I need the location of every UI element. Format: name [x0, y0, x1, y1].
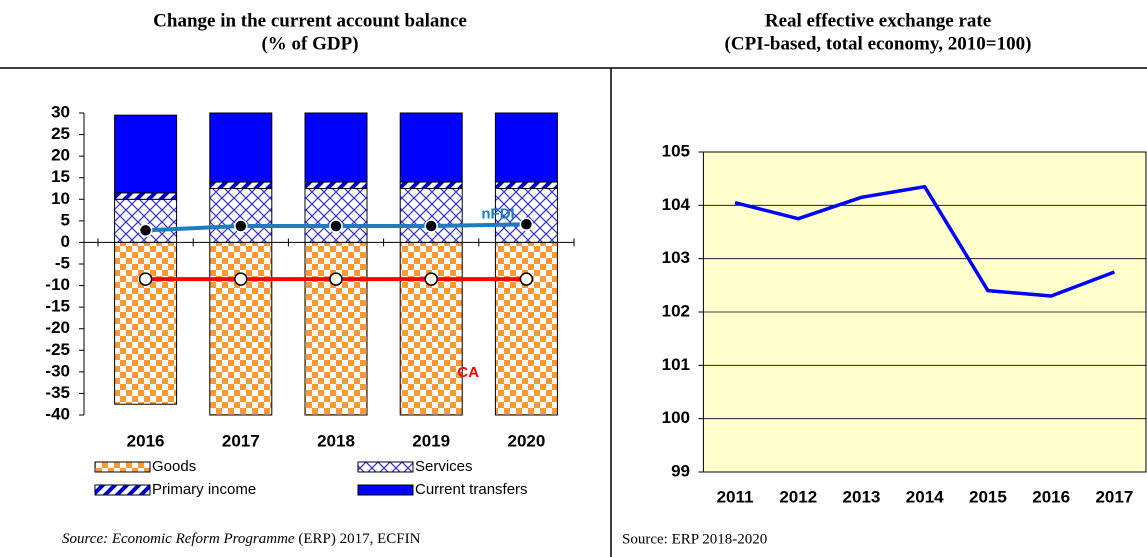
- source: Source: Economic Reform Programme (ERP) …: [62, 531, 421, 547]
- legend-swatch: [357, 461, 414, 473]
- y-tick-label: 105: [662, 141, 690, 160]
- bar-segment: [399, 112, 463, 183]
- bar-segment: [304, 241, 368, 416]
- x-tick-label: 2012: [779, 487, 817, 506]
- bar-segment: [209, 181, 273, 189]
- y-tick-label: -30: [45, 361, 70, 380]
- y-tick-label: 99: [671, 461, 690, 480]
- bar-segment: [114, 192, 178, 200]
- chart-title: Real effective exchange rate: [765, 10, 991, 31]
- line-marker: [329, 219, 343, 233]
- chart-title: Change in the current account balance: [153, 10, 467, 31]
- y-tick-label: 10: [51, 189, 70, 208]
- line: [734, 184, 1116, 298]
- x-tick-label: 2013: [843, 487, 881, 506]
- line-label: nFDI: [481, 205, 514, 222]
- x-tick-label: 2016: [127, 431, 165, 450]
- source-part: Source: Economic Reform Programme: [62, 531, 295, 547]
- y-tick-label: -20: [45, 318, 70, 337]
- y-tick-label: 30: [51, 102, 70, 121]
- y-tick-label: 101: [662, 355, 690, 374]
- x-tick-label: 2017: [222, 431, 260, 450]
- y-tick-label: -35: [45, 383, 70, 402]
- bar-segment: [399, 188, 463, 243]
- x-tick-label: 2017: [1095, 487, 1133, 506]
- line-marker: [519, 272, 534, 286]
- y-tick-label: -25: [45, 340, 70, 359]
- bar-segment: [494, 112, 558, 183]
- line-marker: [138, 272, 153, 286]
- source: Source: ERP 2018-2020: [622, 531, 767, 547]
- bar-segment: [494, 241, 558, 416]
- bar-segment: [399, 181, 463, 189]
- line-label: CA: [457, 364, 479, 381]
- bar-segment: [209, 188, 273, 243]
- y-tick-label: 5: [61, 210, 70, 229]
- legend-swatch: [357, 484, 414, 496]
- line-marker: [424, 219, 438, 233]
- chart-subtitle: (CPI-based, total economy, 2010=100): [725, 33, 1032, 54]
- x-tick-label: 2019: [412, 431, 450, 450]
- y-tick-label: 102: [662, 301, 690, 320]
- line-marker: [424, 272, 438, 286]
- bar-segment: [304, 112, 368, 183]
- bar-segment: [399, 241, 463, 416]
- y-tick-label: 100: [662, 408, 690, 427]
- x-tick-label: 2020: [507, 431, 545, 450]
- bar-segment: [494, 181, 558, 189]
- y-tick-label: 103: [662, 248, 690, 267]
- bar-segment: [209, 112, 273, 183]
- y-tick-label: 0: [61, 232, 70, 251]
- bar-segment: [114, 114, 178, 194]
- line-marker: [234, 219, 248, 233]
- bar-segment: [209, 241, 273, 416]
- y-tick-label: 25: [51, 124, 70, 143]
- source-part: (ERP) 2017, ECFIN: [295, 531, 421, 547]
- x-tick-label: 2011: [717, 487, 754, 506]
- line-marker: [234, 272, 248, 286]
- y-tick-label: -15: [45, 297, 70, 316]
- legend-label: Primary income: [152, 481, 256, 498]
- bar-segment: [114, 241, 178, 405]
- x-tick-label: 2014: [906, 487, 944, 506]
- legend-swatch: [94, 484, 151, 496]
- legend-label: Current transfers: [415, 481, 528, 498]
- x-tick-label: 2016: [1032, 487, 1070, 506]
- y-tick-label: 15: [51, 167, 70, 186]
- line-marker: [329, 272, 343, 286]
- y-tick-label: -5: [55, 253, 70, 272]
- x-tick-label: 2015: [969, 487, 1007, 506]
- legend-label: Services: [415, 458, 473, 475]
- y-tick-label: -10: [45, 275, 70, 294]
- line-marker: [138, 223, 153, 238]
- line-marker: [519, 217, 534, 232]
- bar-segment: [304, 181, 368, 189]
- chart-subtitle: (% of GDP): [261, 33, 358, 54]
- legend-swatch: [94, 461, 151, 473]
- bar-segment: [304, 188, 368, 243]
- y-tick-label: -40: [45, 404, 70, 423]
- x-tick-label: 2018: [317, 431, 355, 450]
- y-tick-label: 104: [662, 195, 691, 214]
- y-tick-label: 20: [51, 146, 70, 165]
- legend-label: Goods: [152, 458, 196, 475]
